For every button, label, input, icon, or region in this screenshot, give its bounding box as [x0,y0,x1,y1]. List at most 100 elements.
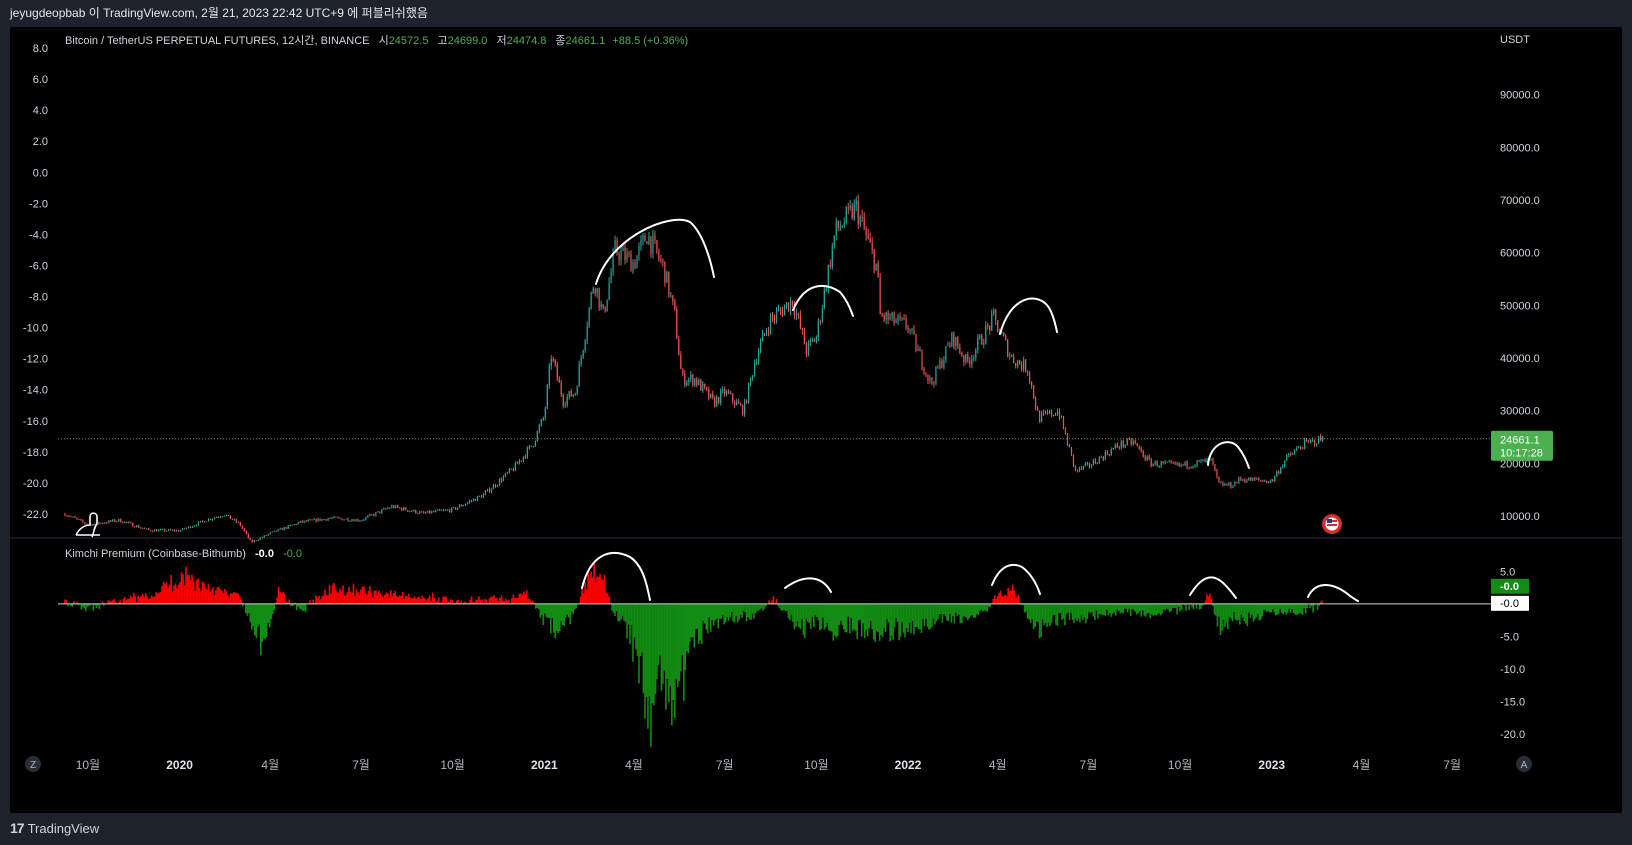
premium-bar [258,603,261,625]
candle-body [712,393,714,398]
candle-body [273,530,275,532]
premium-bar [393,593,395,604]
candle-body [616,240,618,254]
premium-bar [1053,603,1056,615]
candle-body [480,495,483,498]
candle-body [654,235,656,241]
premium-bar [609,602,612,604]
premium-bar [237,593,240,604]
candle-body [779,309,782,311]
premium-bar [168,584,171,604]
premium-bar [772,595,775,604]
premium-bar [1055,603,1057,625]
candle-body [391,505,393,508]
premium-bar [240,599,243,604]
premium-bar [549,603,552,634]
premium-bar [1219,603,1222,635]
indicator-axis-tick: -5.0 [1500,631,1519,643]
auto-scale-button[interactable]: A [1516,756,1532,772]
indicator-legend[interactable]: Kimchi Premium (Coinbase-Bithumb) -0.0 -… [65,548,302,560]
premium-bar [784,603,787,612]
candle-body [70,516,72,518]
premium-bar [1212,603,1214,607]
candle-body [1200,460,1202,462]
annotation-arc[interactable] [1207,441,1250,469]
candle-body [640,239,642,247]
candle-body [98,522,100,524]
premium-bar [173,585,175,604]
annotation-arc[interactable] [595,218,715,285]
annotation-arc[interactable] [1307,584,1359,602]
candle-body [831,246,833,267]
symbol-legend[interactable]: Bitcoin / TetherUS PERPETUAL FUTURES, 12… [65,34,688,47]
candle-body [947,345,949,347]
premium-bar [1249,603,1252,619]
candle-body [1288,453,1290,456]
premium-bar [1044,603,1047,623]
candle-body [1120,441,1122,448]
left-axis-tick: -8.0 [29,292,48,304]
candle-body [789,300,792,312]
premium-bar [376,594,379,604]
candle-body [457,507,459,510]
candle-body [570,391,572,397]
premium-bar [1077,603,1080,619]
candle-body [710,393,712,399]
premium-bar [1215,603,1217,616]
candle-body [945,346,947,360]
premium-bar [750,603,752,621]
premium-bar [1008,590,1011,604]
premium-bar [1243,603,1246,622]
premium-bar [947,603,950,622]
premium-bar [143,596,145,604]
premium-bar [512,594,515,604]
candle-body [213,517,216,519]
candle-body [1102,456,1104,460]
chart-canvas[interactable]: 90000.080000.070000.060000.050000.040000… [10,27,1622,813]
premium-bar [696,603,699,629]
premium-bar [330,593,332,604]
premium-bar [502,600,504,604]
annotation-arc[interactable] [1189,576,1237,599]
us-flag-icon[interactable] [1322,514,1342,534]
premium-bar [280,593,283,604]
premium-bar [599,573,601,604]
annotation-arc[interactable] [784,577,832,593]
candle-body [745,400,748,404]
premium-bar [796,603,799,622]
annotation-arc[interactable] [991,563,1041,595]
premium-bar [225,591,228,604]
premium-bar [83,603,86,609]
tradingview-brand[interactable]: 17 TradingView [10,818,99,838]
candle-body [911,328,913,330]
premium-bar [854,603,857,631]
candle-body [1148,456,1150,460]
annotation-arc[interactable] [581,552,651,601]
candle-body [235,519,237,523]
premium-bar [992,598,995,604]
candle-body [1126,439,1128,445]
candle-body [606,299,608,312]
premium-bar [339,588,341,604]
chart-area[interactable]: 90000.0 80000.0 70000.0 60000.0 50000.0 40000… [10,27,1622,813]
candle-body [849,206,851,208]
premium-bar [674,603,676,718]
premium-bar [975,603,978,615]
premium-bar [400,595,403,604]
candle-body [1228,482,1230,486]
premium-bar [394,590,397,604]
candle-body [1023,359,1025,370]
annotation-arc[interactable] [792,285,854,317]
premium-bar [155,592,157,604]
annotation-arc[interactable] [999,297,1058,335]
premium-bar [1095,603,1098,611]
candle-body [1122,441,1124,447]
candle-body [1290,453,1292,455]
candle-body [138,525,140,528]
premium-bar [1158,603,1160,614]
premium-bar [236,592,238,604]
scale-mode-left-button[interactable]: Z [25,756,41,772]
candle-body [532,446,534,448]
premium-bar [648,603,651,697]
candle-body [285,527,287,529]
